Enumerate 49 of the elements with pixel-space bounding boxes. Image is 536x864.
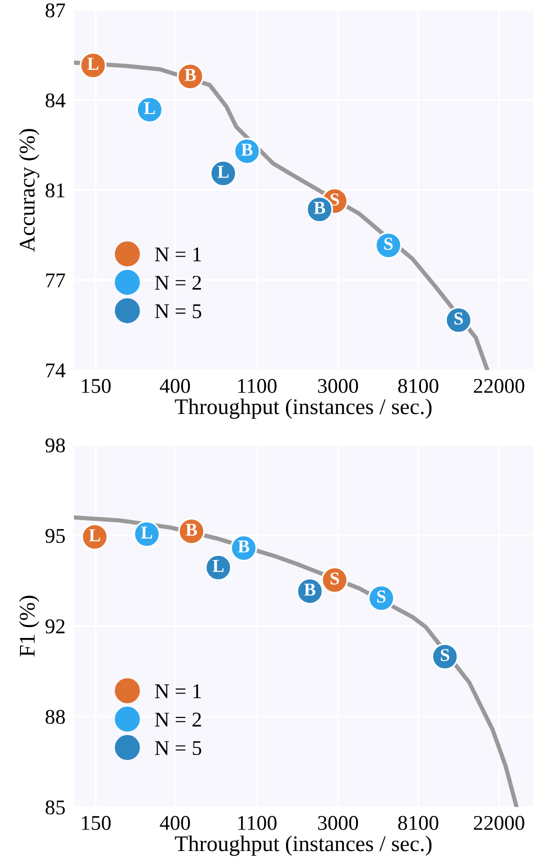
- legend-label: N = 2: [155, 712, 201, 726]
- x-tick-label: 22000: [474, 378, 524, 393]
- y-tick-label: 98: [46, 438, 65, 452]
- data-label: L: [218, 166, 229, 178]
- data-label: B: [241, 144, 253, 156]
- data-label: B: [304, 584, 316, 596]
- y-tick-label: 87: [46, 3, 66, 18]
- y-tick-label: 84: [46, 93, 66, 108]
- y-axis-title: F1 (%): [19, 596, 40, 657]
- data-label: B: [186, 524, 198, 536]
- x-tick-label: 150: [82, 378, 111, 393]
- y-tick-label: 74: [46, 364, 66, 378]
- x-tick-label: 1100: [238, 816, 277, 830]
- data-label: L: [87, 58, 98, 70]
- y-tick-label: 77: [46, 274, 66, 288]
- x-axis-title: Throughput (instances / sec.): [174, 836, 432, 856]
- x-tick-label: 3000: [318, 378, 358, 393]
- x-tick-label: 400: [160, 378, 190, 393]
- y-tick-label: 81: [46, 183, 64, 198]
- data-label: L: [141, 526, 152, 538]
- data-label: L: [144, 102, 155, 114]
- x-axis-title: Throughput (instances / sec.): [174, 398, 432, 419]
- x-tick-label: 22000: [474, 816, 524, 830]
- legend-label: N = 5: [155, 304, 202, 318]
- data-label: L: [89, 529, 100, 542]
- x-tick-label: 8100: [398, 816, 438, 830]
- data-label: S: [440, 649, 450, 662]
- data-label: S: [377, 590, 386, 603]
- data-label: B: [184, 68, 196, 81]
- y-tick-label: 88: [46, 710, 65, 724]
- data-label: S: [454, 312, 463, 325]
- x-tick-label: 150: [82, 816, 111, 830]
- data-label: S: [330, 572, 339, 585]
- y-axis-title: Accuracy (%): [19, 128, 40, 252]
- y-tick-label: 92: [46, 619, 65, 634]
- y-tick-label: 85: [46, 800, 65, 814]
- data-label: B: [314, 202, 326, 214]
- legend-label: N = 2: [155, 276, 201, 290]
- x-tick-label: 400: [160, 816, 190, 830]
- legend-label: N = 5: [155, 741, 202, 756]
- data-label: L: [212, 560, 224, 572]
- x-tick-label: 3000: [318, 816, 358, 830]
- data-label: S: [384, 238, 393, 250]
- legend-label: N = 1: [155, 247, 201, 262]
- data-label: B: [238, 540, 250, 552]
- y-tick-label: 95: [46, 528, 65, 543]
- legend-label: N = 1: [155, 684, 201, 698]
- x-tick-label: 8100: [398, 378, 438, 393]
- x-tick-label: 1100: [238, 378, 277, 393]
